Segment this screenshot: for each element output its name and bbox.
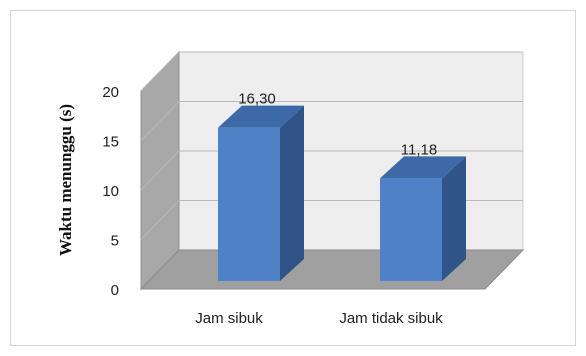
y-tick-label: 10 [102,183,119,200]
data-label: 11,18 [401,141,437,158]
y-tick-label: 20 [102,84,119,101]
y-tick-label: 15 [102,134,119,151]
gridline [140,150,523,191]
bar-side [280,105,304,281]
y-tick-label: 0 [111,282,119,299]
bar-side [442,156,466,281]
bar [218,127,280,281]
y-tick-label: 5 [111,233,119,250]
bar-top [380,156,466,179]
category-label: Jam tidak sibuk [339,310,443,327]
gridline [140,51,523,92]
gridline [140,101,523,141]
data-label: 16,30 [238,91,276,108]
category-label: Jam sibuk [195,310,263,327]
chart-frame: 0 5 10 15 20 16,30 Jam sibuk 11,18 Jam tidak sib… [10,10,576,346]
bar-chart: 0 5 10 15 20 16,30 Jam sibuk 11,18 Jam tidak sib… [56,50,525,327]
bar-top [218,105,304,128]
y-axis-title: Waktu menunggu (s) [56,104,75,256]
bar [380,178,442,281]
